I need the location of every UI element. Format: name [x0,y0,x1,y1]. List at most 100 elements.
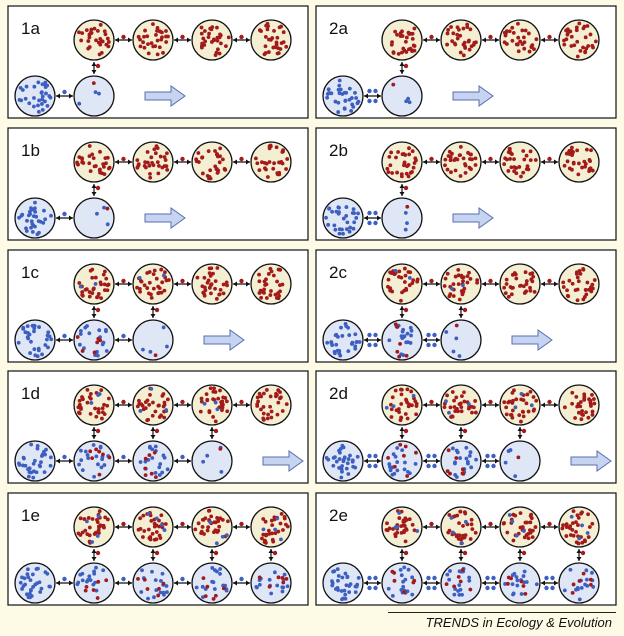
red-individual [570,145,574,150]
red-individual [391,51,396,55]
red-individual [97,472,102,477]
red-individual [465,280,470,285]
red-individual [213,286,217,291]
red-individual [459,289,464,293]
blue-individual [16,340,21,345]
red-individual [389,415,394,419]
red-individual [221,395,226,400]
red-population [191,384,233,426]
blue-individual [47,334,52,339]
red-individual [207,410,212,415]
blue-individual [77,462,81,467]
red-individual [569,44,574,48]
red-individual [271,273,276,278]
red-individual [274,391,278,396]
gene-flow-arrow-head-right [554,159,558,165]
blue-individual [400,329,405,334]
figure-credit: TRENDS in Ecology & Evolution [425,615,612,630]
red-individual [152,268,157,273]
blue-individual [32,104,36,109]
red-individual [142,34,146,39]
blue-individual [80,578,85,583]
red-individual [456,273,461,278]
red-individual [277,25,282,30]
blue-individual [103,327,108,332]
blue-individual [341,231,345,236]
vertical-gene-flow-arrow-head-up [399,306,405,310]
red-individual [523,591,528,596]
red-individual [92,26,97,31]
migrant-red [121,34,126,40]
red-individual [163,158,168,162]
red-individual [576,410,581,415]
red-individual [202,275,207,280]
red-individual [403,539,408,544]
red-individual [157,586,161,591]
vertical-gene-flow-arrow-head-down [517,435,523,439]
migrant-blue [373,463,378,469]
blue-individual [333,587,338,591]
red-individual [586,535,591,539]
red-individual [146,527,151,532]
migrant-red [95,550,101,556]
red-individual [139,279,144,284]
red-individual [161,581,166,586]
migrant-blue [432,342,437,348]
blue-individual [347,333,352,338]
red-individual [98,149,102,154]
blue-individual [38,590,43,594]
red-individual [386,277,391,282]
blue-individual [583,582,587,587]
red-individual [97,531,101,535]
blue-individual [390,593,395,598]
migrant-blue [62,89,67,95]
red-individual [509,165,514,170]
red-individual [506,294,511,299]
red-individual [224,44,228,49]
red-individual [395,32,399,37]
gene-flow-arrow-head-left [423,458,427,464]
red-individual [223,167,228,172]
red-individual [284,44,289,49]
gene-flow-arrow-head-right [377,580,381,586]
red-individual [474,410,478,415]
red-individual [95,340,100,345]
blue-individual [165,344,169,349]
blue-individual [138,409,143,413]
blue-individual [39,586,44,591]
red-individual [266,50,271,54]
red-individual [512,271,517,275]
red-individual [583,164,587,169]
gene-flow-arrow-head-right [246,524,250,530]
red-individual [276,388,281,393]
red-individual [403,273,408,278]
gene-flow-arrow-head-right [436,524,440,530]
red-individual [582,159,587,164]
panel-2e: 2e [315,492,617,606]
red-individual [196,151,201,155]
red-individual [148,393,152,397]
blue-individual [356,575,361,580]
red-individual [560,526,565,531]
red-individual [505,581,510,586]
red-individual [468,587,473,592]
red-individual [581,297,586,302]
blue-individual [511,591,516,596]
blue-individual [149,386,154,391]
migrant-blue [550,585,555,591]
red-individual [93,164,98,168]
red-individual [575,513,580,518]
red-individual [263,44,268,49]
red-individual [88,30,93,35]
blue-individual [32,96,36,100]
red-individual [157,403,161,408]
red-individual [145,150,150,154]
red-individual [590,409,595,414]
red-individual [581,45,585,50]
red-individual [106,282,111,287]
red-individual [271,539,276,544]
blue-individual [351,207,356,212]
red-individual [449,170,453,175]
red-individual [414,404,419,408]
blue-individual [40,97,45,102]
